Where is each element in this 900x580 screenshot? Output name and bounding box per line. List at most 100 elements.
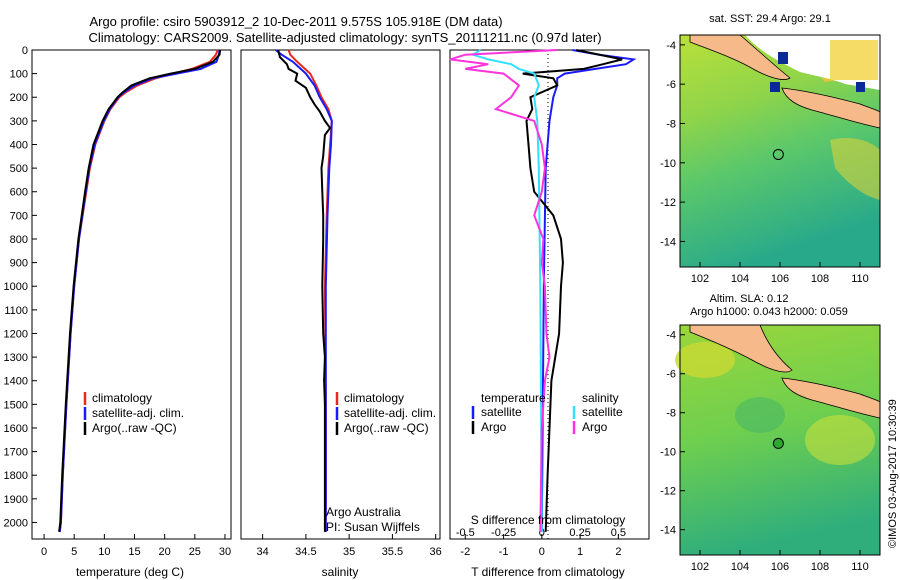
legend-t-satellite: satellite: [481, 405, 522, 419]
salinity-profiles: [274, 49, 333, 532]
x-tick-label: 30: [219, 546, 231, 558]
s-tick-label: 0.25: [569, 527, 590, 539]
cloud-pixel: [856, 82, 865, 92]
argo-location-marker: [772, 148, 784, 160]
temperature-frame: [31, 49, 232, 540]
s-difference-tick-labels: -0.5 -0.25 0 0.25 0.5: [456, 527, 626, 539]
sla-map-title: Altim. SLA: 0.12: [710, 293, 789, 305]
depth-tick-labels: 0 100 200 300 400 500 600 700 800 900 1000 1100 1200…: [4, 45, 37, 529]
s-tick-label: -0.25: [491, 527, 516, 539]
map-x-tick-label: 102: [691, 561, 709, 573]
temperature-axis-label: temperature (deg C): [76, 565, 184, 579]
x-tick-label: 0: [41, 546, 47, 558]
map-x-tick-label: 104: [731, 561, 749, 573]
temperature-panel: 0100200300400500600700800900100011001200…: [4, 45, 232, 579]
map-y-tick-label: -6: [666, 79, 676, 91]
sla-anomaly: [735, 397, 785, 433]
map-y-tick-label: -12: [660, 197, 676, 209]
sst-map-title: sat. SST: 29.4 Argo: 29.1: [709, 13, 831, 25]
x-tick-label: 35.5: [382, 546, 403, 558]
x-tick-label: 25: [189, 546, 201, 558]
map-x-tick-label: 106: [771, 273, 789, 285]
s-difference-axis-label: S difference from climatology: [471, 513, 626, 527]
map-y-tick-label: -10: [660, 447, 676, 459]
depth-tick-label: 2000: [4, 517, 28, 529]
x-tick-label: 15: [128, 546, 140, 558]
x-tick-label: 36: [430, 546, 442, 558]
temperature-profiles: [58, 49, 222, 533]
map-x-tick-label: 102: [691, 273, 709, 285]
s-tick-label: 0: [539, 527, 545, 539]
argo-location-marker: [772, 437, 784, 449]
legend-climatology: climatology: [344, 391, 404, 405]
sla-map-subtitle: Argo h1000: 0.043 h2000: 0.059: [690, 306, 848, 318]
x-tick-label: 2: [615, 546, 621, 558]
x-tick-label: 34: [257, 546, 269, 558]
map-x-tick-label: 110: [851, 273, 869, 285]
depth-tick-label: 200: [10, 92, 28, 104]
depth-tick-label: 300: [10, 116, 28, 128]
annotation-pi: PI: Susan Wijffels: [326, 520, 420, 534]
x-tick-label: 5: [71, 546, 77, 558]
map-y-tick-label: -14: [660, 236, 676, 248]
legend-temperature-title: temperature: [481, 391, 546, 405]
depth-tick-label: 700: [10, 210, 28, 222]
map-x-tick-label: 108: [811, 273, 829, 285]
legend-satellite: satellite-adj. clim.: [92, 406, 184, 420]
depth-tick-label: 1000: [4, 281, 28, 293]
s-tick-label: 0.5: [611, 527, 626, 539]
map-y-tick-label: -4: [666, 330, 676, 342]
map-y-tick-label: -8: [666, 118, 676, 130]
map-x-tick-label: 106: [771, 561, 789, 573]
x-tick-label: 10: [98, 546, 110, 558]
legend-climatology: climatology: [92, 391, 152, 405]
difference-panel: -2 -1 0 1 2 -0.5 -0.25 0 0.25 0.5 S difference f…: [449, 49, 650, 579]
legend-s-argo: Argo: [582, 420, 608, 434]
depth-tick-label: 1600: [4, 423, 28, 435]
sla-map: Altim. SLA: 0.12 Argo h1000: 0.043 h2000…: [660, 293, 881, 573]
map-y-tick-label: -12: [660, 486, 676, 498]
x-tick-label: 20: [159, 546, 171, 558]
map-y-tick-label: -14: [660, 525, 676, 537]
depth-tick-label: 900: [10, 258, 28, 270]
sla-map-ticks: 102 104 106 108 110 -4 -6 -8 -10 -12 -14: [660, 330, 869, 573]
depth-tick-label: 1800: [4, 470, 28, 482]
x-tick-label: 1: [577, 546, 583, 558]
sst-map: sat. SST: 29.4 Argo: 29.1 102 104 106 108 11…: [660, 13, 881, 285]
series-line-salinity-argo: [449, 49, 558, 532]
x-tick-label: -2: [460, 546, 470, 558]
warm-sst-patch: [830, 40, 878, 80]
sla-anomaly: [675, 342, 735, 378]
depth-tick-label: 1900: [4, 494, 28, 506]
map-y-tick-label: -6: [666, 369, 676, 381]
depth-tick-label: 600: [10, 187, 28, 199]
salinity-axis-label: salinity: [322, 565, 359, 579]
t-difference-tick-labels: -2 -1 0 1 2: [460, 534, 621, 558]
map-x-tick-label: 104: [731, 273, 749, 285]
depth-tick-label: 1300: [4, 352, 28, 364]
series-line-temperature-argo: [522, 49, 623, 532]
sumatra-land: [689, 324, 793, 373]
depth-tick-label: 0: [22, 45, 28, 57]
difference-profiles: [449, 49, 637, 532]
temperature-tick-labels: 0 5 10 15 20 25 30: [41, 534, 231, 558]
annotation-argo-australia: Argo Australia: [326, 505, 401, 519]
temperature-legend: climatology satellite-adj. clim. Argo(..…: [83, 391, 184, 435]
cloud-pixel: [770, 82, 780, 92]
map-x-tick-label: 110: [851, 561, 869, 573]
depth-tick-label: 1400: [4, 376, 28, 388]
map-x-tick-label: 108: [811, 561, 829, 573]
depth-tick-label: 800: [10, 234, 28, 246]
depth-tick-label: 1500: [4, 399, 28, 411]
depth-tick-label: 400: [10, 139, 28, 151]
salinity-tick-labels: 34 34.5 35 35.5 36: [257, 534, 442, 558]
legend-satellite: satellite-adj. clim.: [344, 406, 436, 420]
sla-anomaly: [805, 415, 875, 465]
depth-tick-label: 500: [10, 163, 28, 175]
series-line-argo-raw-qc-: [58, 49, 222, 533]
cloud-pixel: [778, 52, 788, 64]
x-tick-label: -1: [499, 546, 509, 558]
title-line-1: Argo profile: csiro 5903912_2 10-Dec-201…: [89, 14, 502, 29]
series-line-salinity-satellite: [470, 49, 543, 532]
